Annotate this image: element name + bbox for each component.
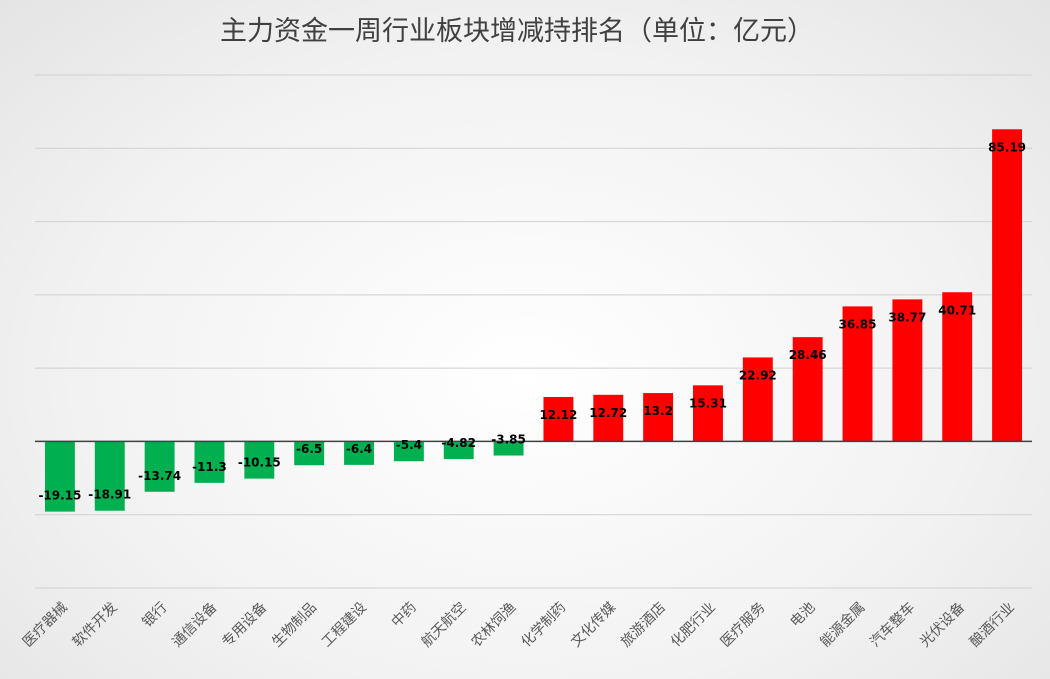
data-label: 36.85 [839, 317, 877, 331]
x-tick-label: 汽车整车 [867, 599, 919, 651]
bar [244, 441, 275, 479]
x-tick-label: 酿酒行业 [967, 600, 1018, 651]
x-tick-label: 电池 [787, 600, 818, 631]
data-label: 12.72 [589, 406, 627, 420]
x-tick-label: 文化传媒 [568, 600, 619, 651]
bar [842, 306, 873, 442]
data-label: 38.77 [888, 310, 926, 324]
data-label: -11.3 [192, 460, 227, 474]
data-label: -13.74 [138, 469, 181, 483]
bar [94, 441, 125, 511]
bar [344, 441, 374, 465]
x-tick-label: 专用设备 [219, 599, 271, 651]
bar [443, 441, 474, 460]
x-tick-label: 能源金属 [817, 600, 868, 651]
bar [593, 394, 624, 442]
x-tick-label: 农林饲渔 [468, 600, 519, 651]
gridlines [35, 74, 1032, 589]
data-label: 13.2 [643, 404, 673, 418]
data-label: 15.31 [689, 396, 727, 410]
data-label: 22.92 [739, 368, 777, 382]
bar [892, 299, 923, 442]
bar [194, 441, 225, 483]
data-label: -19.15 [38, 489, 81, 503]
bar [543, 397, 574, 442]
bar [942, 292, 973, 442]
chart-title: 主力资金一周行业板块增减持排名（单位：亿元） [220, 16, 814, 47]
bars [44, 129, 1023, 512]
data-label: 12.12 [539, 408, 577, 422]
x-tick-label: 光伏设备 [916, 599, 968, 651]
data-label: 85.19 [988, 140, 1026, 154]
x-tick-label: 中药 [389, 600, 420, 631]
data-label: 40.71 [938, 303, 976, 317]
x-tick-label: 航天航空 [419, 600, 470, 651]
bar [294, 441, 325, 466]
bar [493, 441, 524, 456]
x-tick-label: 生物制品 [269, 600, 320, 651]
data-label: -18.91 [88, 488, 131, 502]
x-tick-label: 通信设备 [169, 599, 221, 651]
x-tick-label: 化学制药 [518, 600, 569, 651]
x-tick-label: 旅游酒店 [618, 600, 669, 651]
x-tick-label: 医疗器械 [20, 600, 71, 651]
bar [792, 337, 823, 442]
bar [44, 441, 75, 512]
data-label: 28.46 [789, 348, 827, 362]
x-tick-label: 医疗服务 [718, 600, 769, 651]
bar [992, 129, 1023, 442]
data-label: -3.85 [491, 433, 526, 447]
bar [144, 441, 175, 492]
bar [393, 441, 424, 462]
data-label: -10.15 [238, 456, 281, 470]
bar [693, 385, 723, 442]
data-label: -4.82 [441, 436, 476, 450]
x-tick-label: 银行 [139, 600, 170, 631]
x-tick-label: 工程建设 [319, 600, 370, 651]
bar [643, 393, 674, 442]
data-labels: -19.15 -18.91 -13.74 -11.3 -10.15 -6.5 -6.4 -5.… [38, 140, 1026, 502]
data-label: -6.5 [296, 442, 322, 456]
x-tick-label: 软件开发 [70, 600, 121, 651]
data-label: -6.4 [346, 442, 372, 456]
bar [742, 357, 773, 442]
data-label: -5.4 [396, 438, 422, 452]
x-tick-label: 化肥行业 [668, 600, 719, 651]
